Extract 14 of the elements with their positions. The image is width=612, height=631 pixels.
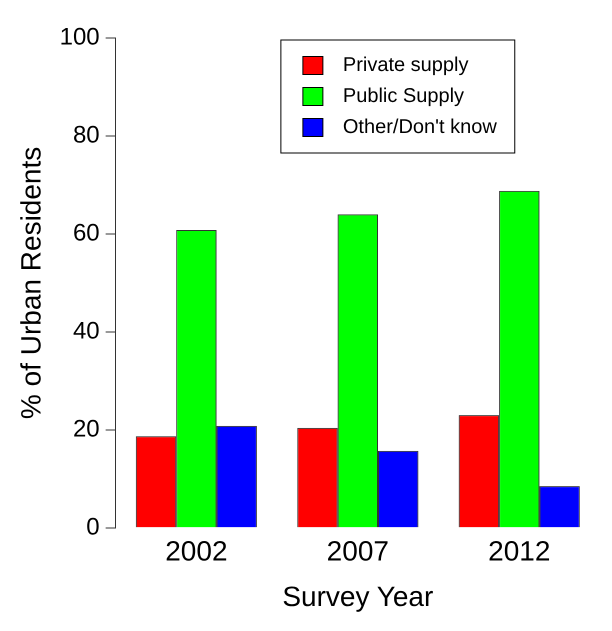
x-tick-label: 2002 xyxy=(165,535,228,566)
y-tick-label: 40 xyxy=(72,318,100,345)
x-axis-title: Survey Year xyxy=(282,580,434,612)
y-tick-label: 80 xyxy=(72,122,100,149)
y-axis-title: % of Urban Residents xyxy=(16,146,47,420)
x-tick-label: 2007 xyxy=(326,535,389,566)
legend-label: Private supply xyxy=(342,54,469,76)
y-tick-label: 0 xyxy=(86,513,100,540)
legend-label: Other/Don't know xyxy=(342,116,498,138)
y-tick-label: 20 xyxy=(72,415,100,442)
y-tick-label: 60 xyxy=(72,220,100,247)
legend-label: Public Supply xyxy=(342,85,464,108)
y-tick-label: 100 xyxy=(60,24,100,51)
x-tick-label: 2012 xyxy=(488,535,550,566)
